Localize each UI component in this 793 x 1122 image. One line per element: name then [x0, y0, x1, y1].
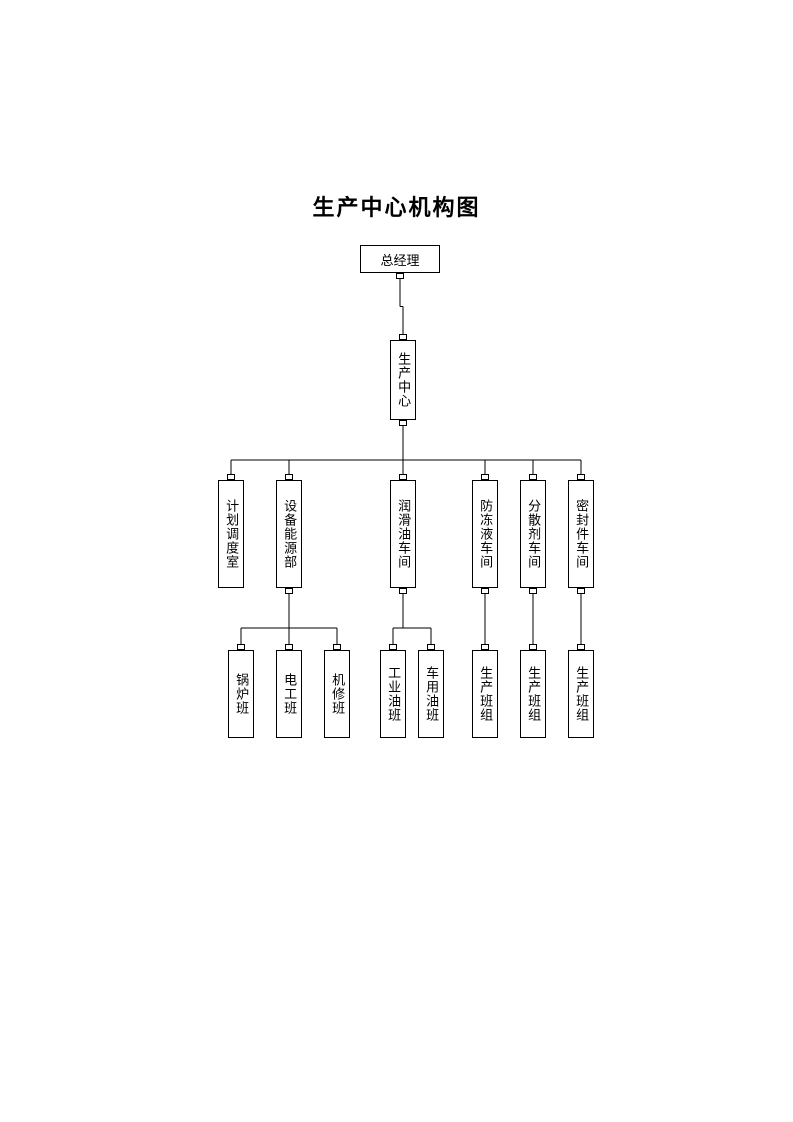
node-t2: 电工班 [276, 650, 302, 738]
stub-top [529, 644, 537, 650]
stub-bottom [529, 588, 537, 594]
node-d1: 计划调度室 [218, 480, 244, 588]
stub-top [285, 644, 293, 650]
node-d2: 设备能源部 [276, 480, 302, 588]
node-t7: 生产班组 [520, 650, 546, 738]
stub-top [399, 334, 407, 340]
node-label: 电工班 [282, 673, 296, 715]
stub-top [529, 474, 537, 480]
stub-top [481, 644, 489, 650]
org-chart-page: 生产中心机构图 总经理生产中心计划调度室设备能源部润滑油车间防冻液车间分散剂车间… [0, 0, 793, 1122]
node-label: 工业油班 [386, 666, 400, 722]
node-d6: 密封件车间 [568, 480, 594, 588]
node-label: 防冻液车间 [478, 499, 492, 569]
stub-bottom [285, 588, 293, 594]
stub-top [333, 644, 341, 650]
node-label: 总经理 [380, 250, 419, 269]
node-t1: 锅炉班 [228, 650, 254, 738]
node-t5: 车用油班 [418, 650, 444, 738]
stub-top [389, 644, 397, 650]
stub-bottom [399, 420, 407, 426]
node-label: 车用油班 [424, 666, 438, 722]
stub-top [227, 474, 235, 480]
stub-top [285, 474, 293, 480]
stub-bottom [481, 588, 489, 594]
stub-top [427, 644, 435, 650]
node-label: 锅炉班 [234, 673, 248, 715]
stub-bottom [396, 273, 404, 279]
node-label: 分散剂车间 [526, 499, 540, 569]
node-label: 计划调度室 [224, 499, 238, 569]
node-label: 设备能源部 [282, 499, 296, 569]
stub-bottom [577, 588, 585, 594]
node-root: 总经理 [360, 245, 440, 273]
node-d5: 分散剂车间 [520, 480, 546, 588]
stub-bottom [399, 588, 407, 594]
stub-top [577, 474, 585, 480]
node-t4: 工业油班 [380, 650, 406, 738]
node-t3: 机修班 [324, 650, 350, 738]
node-label: 生产班组 [478, 666, 492, 722]
node-d4: 防冻液车间 [472, 480, 498, 588]
node-label: 生产中心 [396, 352, 410, 408]
stub-top [481, 474, 489, 480]
node-label: 密封件车间 [574, 499, 588, 569]
stub-top [577, 644, 585, 650]
node-t8: 生产班组 [568, 650, 594, 738]
node-label: 生产班组 [526, 666, 540, 722]
node-center: 生产中心 [390, 340, 416, 420]
node-t6: 生产班组 [472, 650, 498, 738]
node-label: 润滑油车间 [396, 499, 410, 569]
stub-top [237, 644, 245, 650]
node-label: 机修班 [330, 673, 344, 715]
node-label: 生产班组 [574, 666, 588, 722]
stub-top [399, 474, 407, 480]
node-d3: 润滑油车间 [390, 480, 416, 588]
